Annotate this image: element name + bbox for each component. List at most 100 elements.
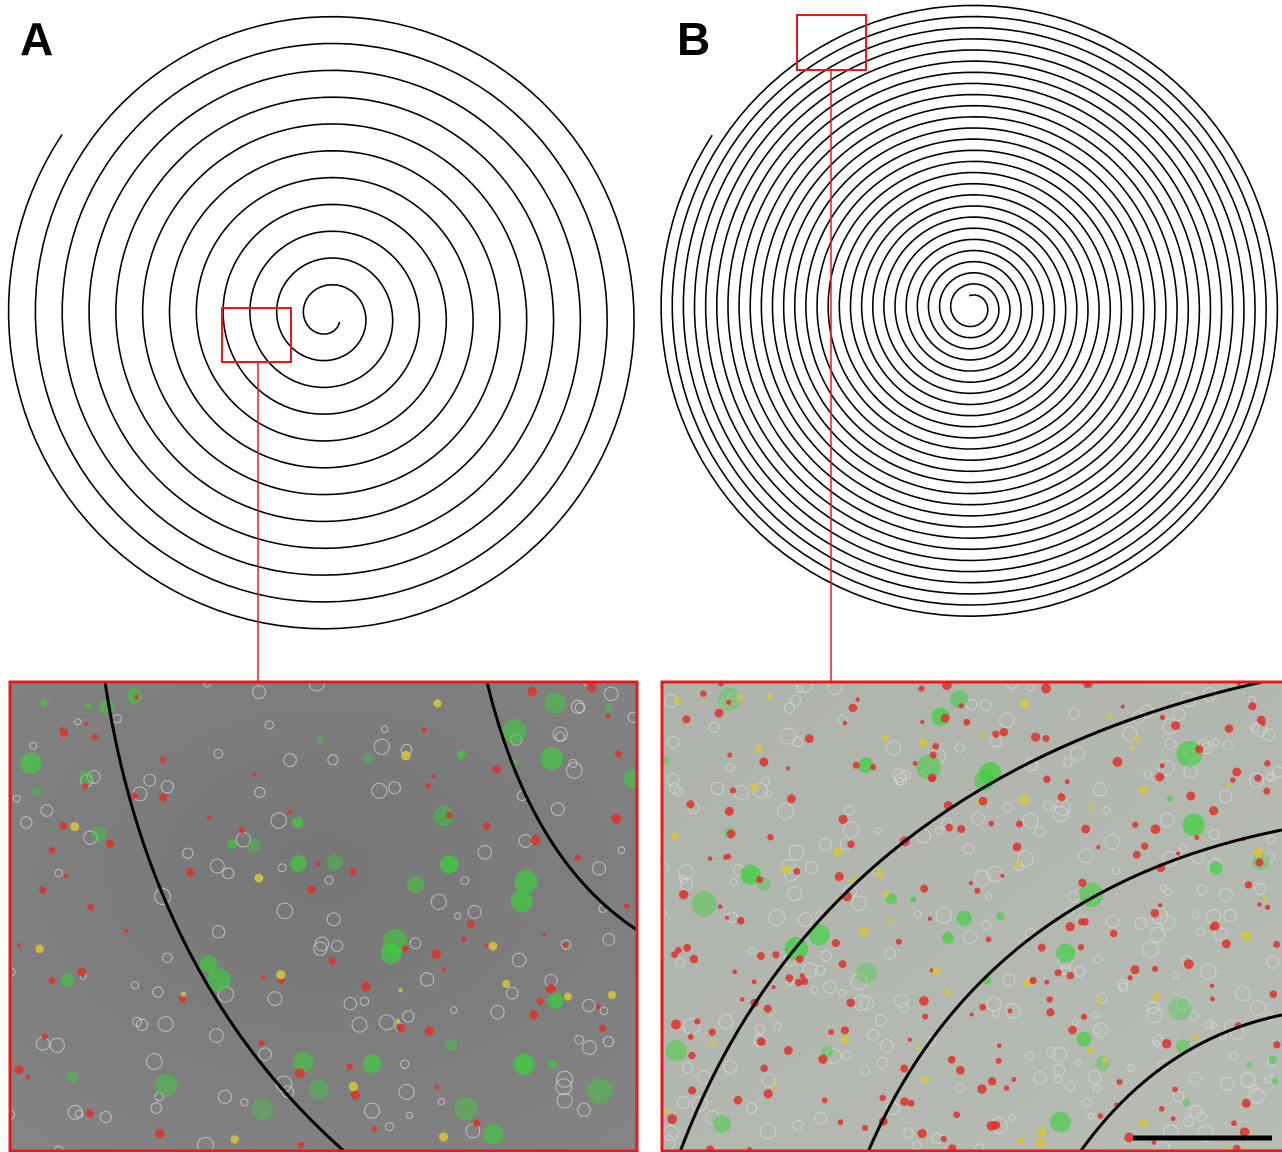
red-cell — [818, 1055, 827, 1064]
red-cell — [401, 751, 411, 761]
red-cell — [884, 891, 890, 897]
green-cell — [67, 1071, 78, 1082]
red-cell — [1226, 782, 1231, 787]
red-cell — [78, 968, 86, 976]
red-cell — [1151, 909, 1160, 918]
green-cell — [548, 1059, 558, 1069]
red-cell — [835, 872, 844, 881]
green-cell — [41, 699, 49, 707]
red-cell — [1186, 792, 1195, 801]
red-cell — [784, 1046, 793, 1055]
red-cell — [1160, 763, 1165, 768]
red-cell — [1139, 1119, 1147, 1127]
red-cell — [483, 822, 491, 830]
red-cell — [287, 809, 292, 814]
red-cell — [832, 939, 840, 947]
red-cell — [781, 865, 790, 874]
red-cell — [1194, 835, 1199, 840]
red-cell — [988, 1077, 996, 1085]
red-cell — [1013, 842, 1022, 851]
green-cell — [666, 1040, 687, 1061]
red-cell — [726, 854, 732, 860]
red-cell — [838, 1119, 844, 1125]
red-cell — [131, 792, 138, 799]
red-cell — [1096, 845, 1100, 849]
red-cell — [920, 885, 928, 893]
red-cell — [1041, 684, 1051, 694]
red-cell — [726, 700, 731, 705]
red-cell — [315, 861, 320, 866]
red-cell — [929, 751, 936, 758]
red-cell — [750, 783, 758, 791]
green-cell — [1246, 1061, 1253, 1068]
red-cell — [1248, 702, 1256, 710]
green-cell — [293, 1052, 314, 1073]
red-cell — [1242, 1099, 1251, 1108]
green-cell — [227, 839, 237, 849]
red-cell — [663, 1108, 669, 1114]
green-cell — [60, 973, 74, 987]
red-cell — [35, 944, 44, 953]
spiral — [9, 17, 634, 629]
red-cell — [1184, 959, 1194, 969]
red-cell — [434, 1085, 439, 1090]
red-cell — [1068, 1026, 1077, 1035]
red-cell — [231, 1135, 239, 1143]
red-cell — [181, 992, 186, 997]
red-cell — [422, 727, 427, 732]
red-cell — [919, 738, 928, 747]
red-cell — [996, 1058, 1002, 1064]
red-cell — [492, 765, 501, 774]
red-cell — [752, 979, 757, 984]
red-cell — [106, 840, 114, 848]
green-cell — [1077, 1032, 1092, 1047]
red-cell — [737, 917, 745, 925]
red-cell — [767, 693, 773, 699]
red-cell — [1113, 757, 1123, 767]
red-cell — [527, 687, 536, 696]
green-cell — [856, 963, 877, 984]
red-cell — [1066, 972, 1074, 980]
red-cell — [787, 794, 796, 803]
red-cell — [502, 980, 510, 988]
red-cell — [563, 942, 568, 947]
red-cell — [715, 708, 724, 717]
red-cell — [1172, 1087, 1178, 1093]
red-cell — [179, 996, 186, 1003]
red-cell — [1257, 716, 1266, 725]
red-cell — [49, 977, 56, 984]
green-cell — [247, 838, 261, 852]
figure: A B — [0, 0, 1282, 1152]
red-cell — [1224, 1146, 1228, 1150]
red-cell — [564, 993, 572, 1001]
red-cell — [155, 1129, 165, 1139]
red-cell — [1124, 1133, 1134, 1143]
red-cell — [298, 1142, 305, 1149]
red-cell — [1130, 965, 1139, 974]
red-cell — [907, 1100, 914, 1107]
red-cell — [980, 733, 985, 738]
red-cell — [737, 694, 743, 700]
red-cell — [425, 1026, 434, 1035]
green-cell — [713, 1115, 731, 1133]
red-cell — [920, 720, 924, 724]
red-cell — [759, 758, 768, 767]
red-cell — [42, 1033, 48, 1039]
red-cell — [60, 822, 68, 830]
red-cell — [879, 1095, 886, 1102]
red-cell — [473, 1119, 480, 1126]
red-cell — [767, 834, 773, 840]
red-cell — [349, 1082, 358, 1091]
red-cell — [433, 699, 441, 707]
red-cell — [351, 1091, 360, 1100]
red-cell — [734, 1096, 743, 1105]
red-cell — [833, 847, 842, 856]
red-cell — [1129, 745, 1133, 749]
red-cell — [1110, 930, 1118, 938]
red-cell — [896, 939, 902, 945]
red-cell — [1038, 944, 1046, 952]
red-cell — [1210, 984, 1214, 988]
red-cell — [1017, 1137, 1024, 1144]
red-cell — [725, 807, 734, 816]
green-cell — [1176, 741, 1202, 767]
